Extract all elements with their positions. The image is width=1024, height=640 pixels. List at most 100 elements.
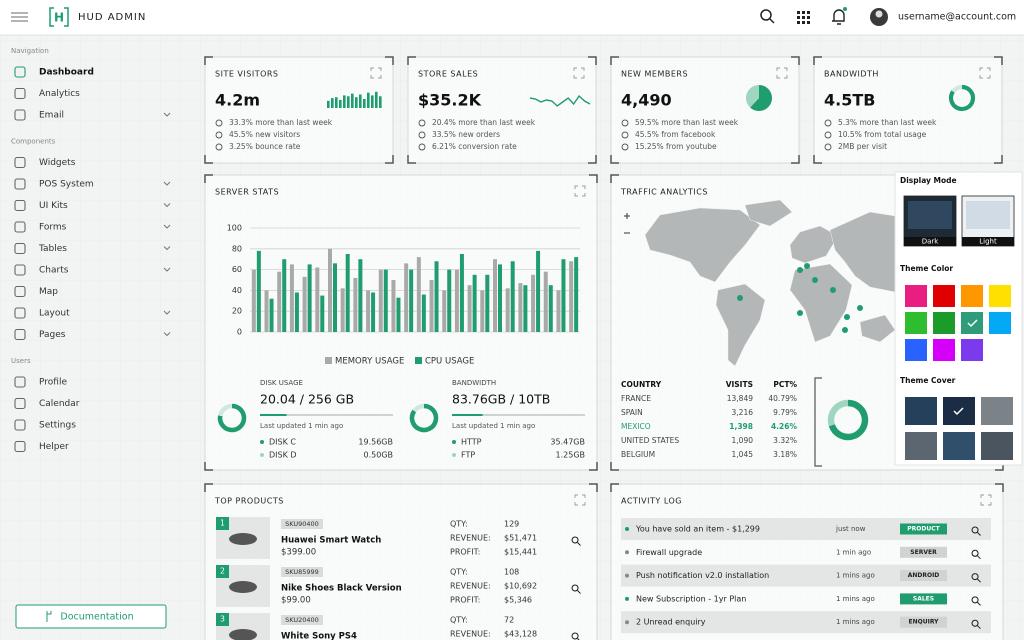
panel-heading: Theme Color bbox=[900, 264, 953, 273]
expand-button[interactable] bbox=[370, 67, 382, 79]
nav-item[interactable]: Layout bbox=[39, 309, 70, 319]
sku-tag bbox=[281, 519, 323, 529]
expand-button[interactable] bbox=[979, 67, 991, 79]
expand-button[interactable] bbox=[980, 494, 992, 506]
expand-button[interactable] bbox=[776, 67, 788, 79]
theme-color[interactable] bbox=[933, 339, 955, 361]
theme-cover[interactable] bbox=[905, 397, 937, 425]
theme-cover[interactable] bbox=[905, 432, 937, 460]
documentation-button[interactable] bbox=[15, 604, 167, 629]
nav-item[interactable]: Analytics bbox=[39, 89, 80, 99]
theme-cover[interactable] bbox=[981, 432, 1013, 460]
nav-item[interactable]: Helper bbox=[39, 442, 69, 452]
badge bbox=[900, 616, 947, 628]
theme-color[interactable] bbox=[989, 285, 1011, 307]
card-corner bbox=[995, 483, 1004, 492]
nav-item[interactable]: Dashboard bbox=[39, 68, 94, 78]
nav-item[interactable]: Widgets bbox=[39, 158, 76, 168]
map-marker bbox=[842, 327, 848, 333]
bar bbox=[442, 290, 447, 332]
nav-item[interactable]: Tables bbox=[38, 244, 67, 254]
search-button[interactable] bbox=[571, 584, 581, 594]
bar bbox=[328, 248, 332, 332]
theme-color[interactable] bbox=[933, 312, 955, 334]
expand-button[interactable] bbox=[574, 185, 586, 197]
nav-icon bbox=[14, 199, 26, 212]
stat-line: 45.5% from facebook bbox=[635, 130, 716, 139]
bar bbox=[556, 290, 561, 332]
mini-line bbox=[529, 94, 591, 107]
zoom-in[interactable] bbox=[624, 213, 630, 219]
product-name: Nike Shoes Black Version bbox=[281, 584, 402, 594]
card-corner bbox=[791, 56, 800, 65]
nav-icon bbox=[14, 440, 26, 453]
sku: SKU20400 bbox=[285, 616, 319, 624]
bar bbox=[404, 263, 409, 332]
y-tick-label: 100 bbox=[227, 224, 242, 233]
stat-icon bbox=[621, 119, 629, 127]
theme-cover[interactable] bbox=[943, 432, 975, 460]
nav-item[interactable]: Profile bbox=[39, 378, 67, 388]
map-land bbox=[744, 199, 793, 227]
nav-item[interactable]: Charts bbox=[39, 266, 69, 276]
search-button[interactable] bbox=[971, 526, 981, 536]
nav-item[interactable]: Forms bbox=[39, 223, 67, 233]
nav-icon bbox=[14, 87, 26, 100]
theme-color[interactable] bbox=[905, 312, 927, 334]
legend-label: MEMORY USAGE bbox=[335, 357, 404, 367]
username[interactable]: username@account.com bbox=[898, 12, 1016, 23]
nav-item[interactable]: Calendar bbox=[39, 399, 80, 409]
stat-icon bbox=[215, 131, 223, 139]
rank: 2 bbox=[220, 567, 225, 576]
search-button[interactable] bbox=[971, 573, 981, 583]
theme-color[interactable] bbox=[905, 339, 927, 361]
apps-button[interactable] bbox=[797, 11, 810, 24]
nav-item[interactable]: Pages bbox=[39, 330, 66, 340]
stat-icon bbox=[215, 119, 223, 127]
table-cell: 3,216 bbox=[732, 408, 754, 417]
stat-value: 4.2m bbox=[215, 91, 260, 110]
theme-color[interactable] bbox=[933, 285, 955, 307]
stat-line: 6.21% conversion rate bbox=[432, 142, 517, 151]
nav-icon bbox=[14, 307, 26, 319]
mode-label-bar bbox=[904, 237, 956, 246]
nav-item[interactable]: Email bbox=[39, 111, 64, 121]
theme-color[interactable] bbox=[961, 312, 983, 334]
search-button[interactable] bbox=[971, 596, 981, 606]
theme-color[interactable] bbox=[905, 285, 927, 307]
theme-cover[interactable] bbox=[981, 397, 1013, 425]
search-button[interactable] bbox=[971, 549, 981, 560]
card-corner bbox=[994, 155, 1003, 164]
branch-icon bbox=[46, 611, 52, 622]
nav-item[interactable]: UI Kits bbox=[39, 201, 68, 211]
sku: SKU90400 bbox=[285, 520, 319, 528]
menu-button[interactable] bbox=[11, 12, 28, 22]
search-button[interactable] bbox=[760, 9, 775, 24]
bar bbox=[320, 295, 325, 332]
progress-track bbox=[452, 414, 585, 416]
search-button[interactable] bbox=[571, 632, 580, 640]
theme-color[interactable] bbox=[989, 312, 1011, 334]
expand-button[interactable] bbox=[573, 67, 585, 79]
legend-swatch bbox=[325, 357, 332, 364]
mini-bar bbox=[359, 94, 362, 108]
y-tick-label: 0 bbox=[237, 328, 242, 337]
bar bbox=[498, 264, 502, 332]
theme-color[interactable] bbox=[961, 285, 983, 307]
mode-label: Dark bbox=[922, 238, 940, 246]
documentation-label[interactable]: Documentation bbox=[60, 612, 133, 623]
theme-color[interactable] bbox=[961, 339, 983, 361]
bar bbox=[416, 257, 421, 332]
nav-item[interactable]: Settings bbox=[39, 421, 76, 431]
search-button[interactable] bbox=[571, 536, 581, 546]
search-button[interactable] bbox=[971, 619, 981, 630]
expand-button[interactable] bbox=[574, 494, 586, 506]
notifications-button[interactable] bbox=[832, 7, 847, 25]
row-bg bbox=[621, 564, 991, 587]
avatar[interactable] bbox=[870, 8, 888, 26]
nav-item[interactable]: Map bbox=[39, 287, 58, 297]
nav-item[interactable]: POS System bbox=[39, 180, 94, 190]
donut-segment bbox=[828, 399, 869, 441]
bar bbox=[353, 277, 358, 332]
card-title: TOP PRODUCTS bbox=[214, 497, 284, 506]
